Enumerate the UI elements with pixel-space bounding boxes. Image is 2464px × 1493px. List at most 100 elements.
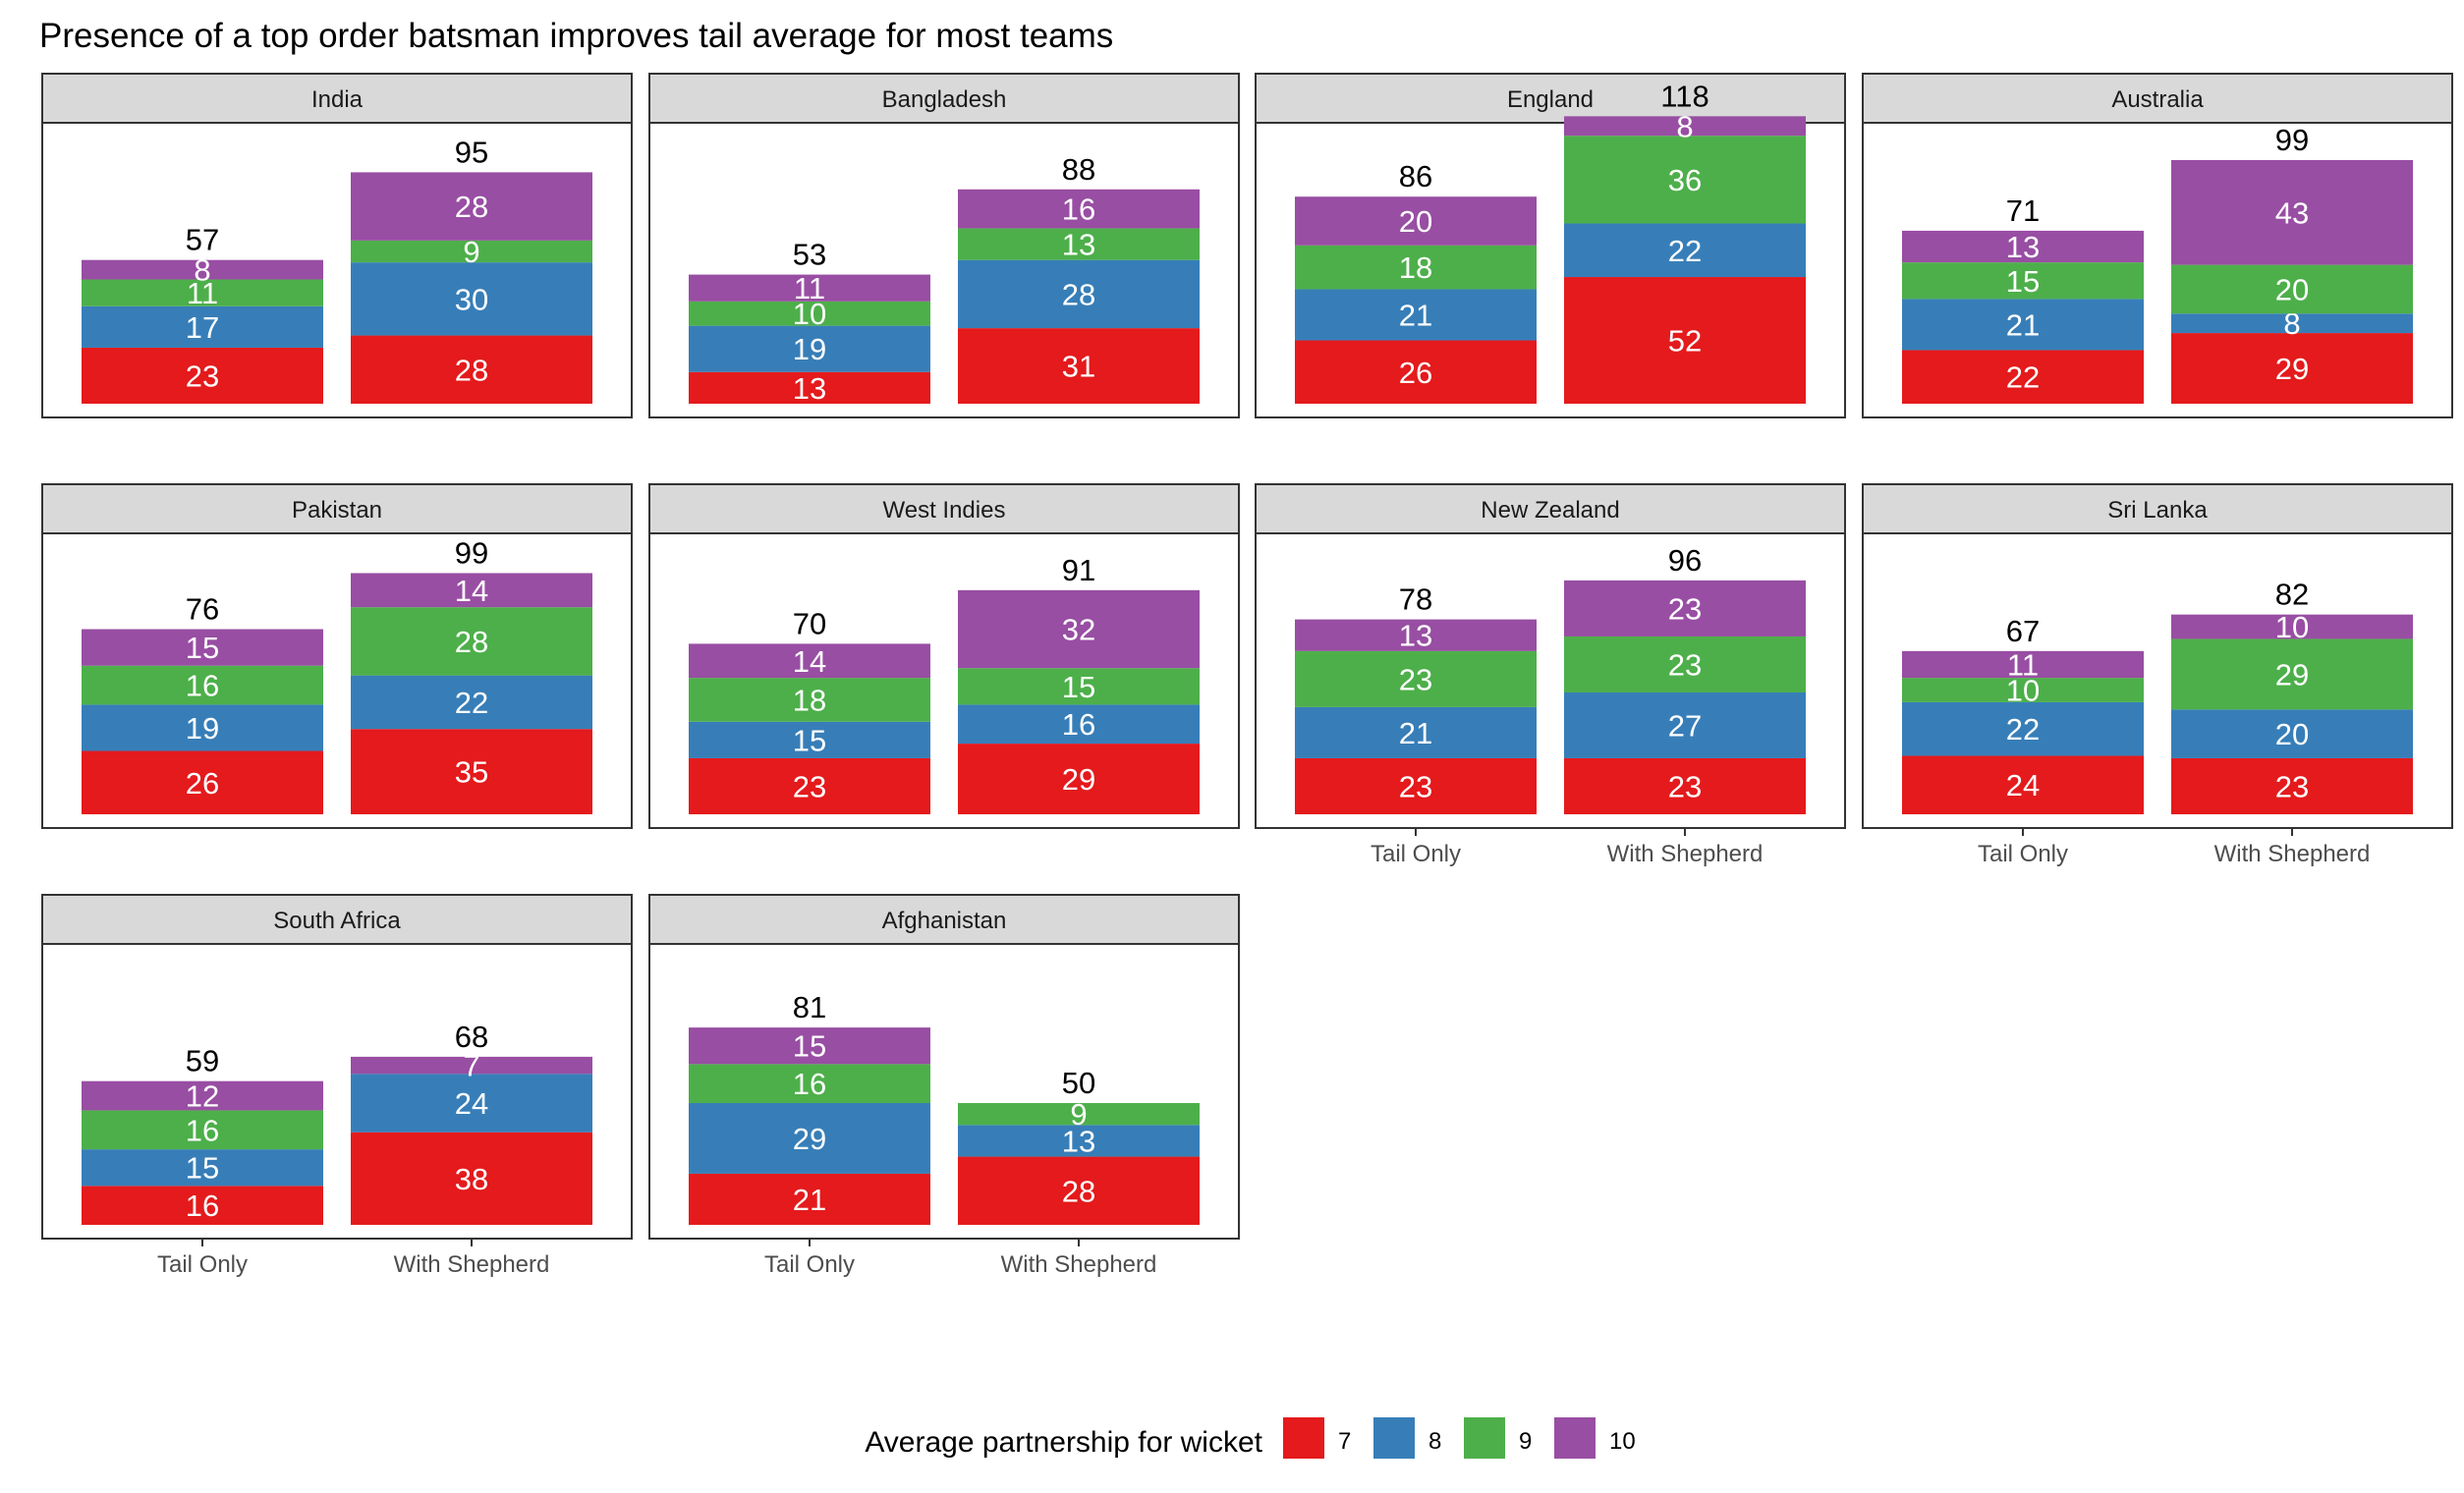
bar-segment-wicket-7 <box>958 744 1200 814</box>
legend-label-wicket-8: 8 <box>1428 1428 1441 1455</box>
legend-key-wicket-10 <box>1554 1417 1596 1459</box>
bar-total-label: 96 <box>1668 543 1702 578</box>
bar-segment-wicket-8 <box>1564 223 1806 278</box>
segment-value-label: 28 <box>455 190 488 224</box>
bar-total-label: 67 <box>2006 614 2040 648</box>
bar-segment-wicket-8 <box>1564 692 1806 758</box>
segment-value-label: 23 <box>1668 647 1702 682</box>
bar-segment-wicket-9 <box>689 1064 930 1103</box>
legend: Average partnership for wicket 7 8 9 10 <box>865 1417 1636 1459</box>
bar-segment-wicket-10 <box>2171 614 2413 639</box>
facet-panels: India231711857283092895Bangladesh1319101… <box>41 73 2453 1278</box>
segment-value-label: 23 <box>2275 769 2309 803</box>
segment-value-label: 8 <box>194 253 210 288</box>
segment-value-label: 23 <box>1399 662 1432 696</box>
segment-value-label: 26 <box>186 766 219 801</box>
bar-total-label: 71 <box>2006 194 2040 228</box>
segment-value-label: 18 <box>793 683 826 717</box>
bar-segment-wicket-7 <box>1902 350 2144 404</box>
bar-segment-wicket-8 <box>689 721 930 758</box>
segment-value-label: 31 <box>1062 350 1095 384</box>
segment-value-label: 8 <box>2283 306 2300 341</box>
segment-value-label: 35 <box>455 755 488 790</box>
bar-total-label: 95 <box>455 135 488 169</box>
segment-value-label: 16 <box>186 1113 219 1147</box>
bar-total-label: 81 <box>793 990 826 1024</box>
bar-segment-wicket-8 <box>958 704 1200 745</box>
segment-value-label: 22 <box>2006 360 2040 395</box>
segment-value-label: 24 <box>455 1086 488 1121</box>
bar-segment-wicket-7 <box>2171 333 2413 404</box>
segment-value-label: 23 <box>793 769 826 803</box>
bar-total-label: 50 <box>1062 1066 1095 1100</box>
segment-value-label: 10 <box>2006 674 2040 708</box>
bar-total-label: 99 <box>2275 123 2309 157</box>
bar-segment-wicket-7 <box>351 1132 592 1225</box>
segment-value-label: 17 <box>186 310 219 345</box>
facet-strip-label: New Zealand <box>1481 497 1619 524</box>
segment-value-label: 28 <box>455 353 488 387</box>
legend-key-wicket-7 <box>1283 1417 1324 1459</box>
segment-value-label: 21 <box>1399 716 1432 750</box>
bar-segment-wicket-8 <box>351 1074 592 1133</box>
bar-segment-wicket-9 <box>1902 678 2144 702</box>
facet-strip-label: Pakistan <box>292 497 382 524</box>
facet-strip-label: India <box>311 86 364 113</box>
segment-value-label: 21 <box>2006 307 2040 342</box>
bar-segment-wicket-10 <box>351 172 592 241</box>
bar-total-label: 68 <box>455 1020 488 1054</box>
bar-segment-wicket-10 <box>1564 580 1806 636</box>
segment-value-label: 28 <box>1062 277 1095 311</box>
segment-value-label: 28 <box>455 625 488 659</box>
facet-strip-label: Afghanistan <box>882 908 1007 934</box>
segment-value-label: 19 <box>186 711 219 746</box>
bar-segment-wicket-9 <box>1295 650 1537 707</box>
segment-value-label: 15 <box>186 631 219 665</box>
segment-value-label: 16 <box>1062 193 1095 227</box>
bar-segment-wicket-7 <box>958 328 1200 404</box>
x-tick-label: Tail Only <box>1978 841 2068 867</box>
segment-value-label: 11 <box>794 271 825 305</box>
segment-value-label: 15 <box>793 723 826 757</box>
segment-value-label: 52 <box>1668 324 1702 359</box>
bar-segment-wicket-9 <box>1564 136 1806 224</box>
bar-segment-wicket-10 <box>1564 116 1806 137</box>
facet-strip-label: Bangladesh <box>882 86 1007 113</box>
segment-value-label: 11 <box>187 276 218 310</box>
segment-value-label: 21 <box>1399 298 1432 332</box>
legend-label-wicket-7: 7 <box>1338 1428 1351 1455</box>
legend-items: 7 8 9 10 <box>1283 1417 1636 1459</box>
x-tick-label: Tail Only <box>764 1251 855 1278</box>
segment-value-label: 16 <box>186 669 219 703</box>
segment-value-label: 7 <box>463 1049 479 1083</box>
segment-value-label: 23 <box>1399 769 1432 803</box>
segment-value-label: 38 <box>455 1162 488 1196</box>
bar-total-label: 57 <box>186 223 219 257</box>
segment-value-label: 32 <box>1062 613 1095 647</box>
segment-value-label: 20 <box>1399 204 1432 239</box>
bar-total-label: 99 <box>455 535 488 570</box>
segment-value-label: 28 <box>1062 1174 1095 1208</box>
bar-segment-wicket-8 <box>689 325 930 372</box>
segment-value-label: 10 <box>793 297 826 331</box>
segment-value-label: 29 <box>2275 657 2309 691</box>
segment-value-label: 13 <box>1062 228 1095 262</box>
facet-strip <box>1862 73 2453 124</box>
segment-value-label: 20 <box>2275 717 2309 751</box>
bar-segment-wicket-8 <box>1902 299 2144 351</box>
segment-value-label: 24 <box>2006 768 2040 802</box>
segment-value-label: 14 <box>455 574 488 608</box>
bar-segment-wicket-7 <box>958 1156 1200 1225</box>
segment-value-label: 23 <box>1668 769 1702 803</box>
facet-strip <box>648 894 1240 945</box>
segment-value-label: 15 <box>1062 670 1095 704</box>
bar-segment-wicket-8 <box>958 1125 1200 1157</box>
segment-value-label: 10 <box>2275 610 2309 644</box>
bar-segment-wicket-10 <box>689 274 930 302</box>
segment-value-label: 15 <box>793 1029 826 1064</box>
